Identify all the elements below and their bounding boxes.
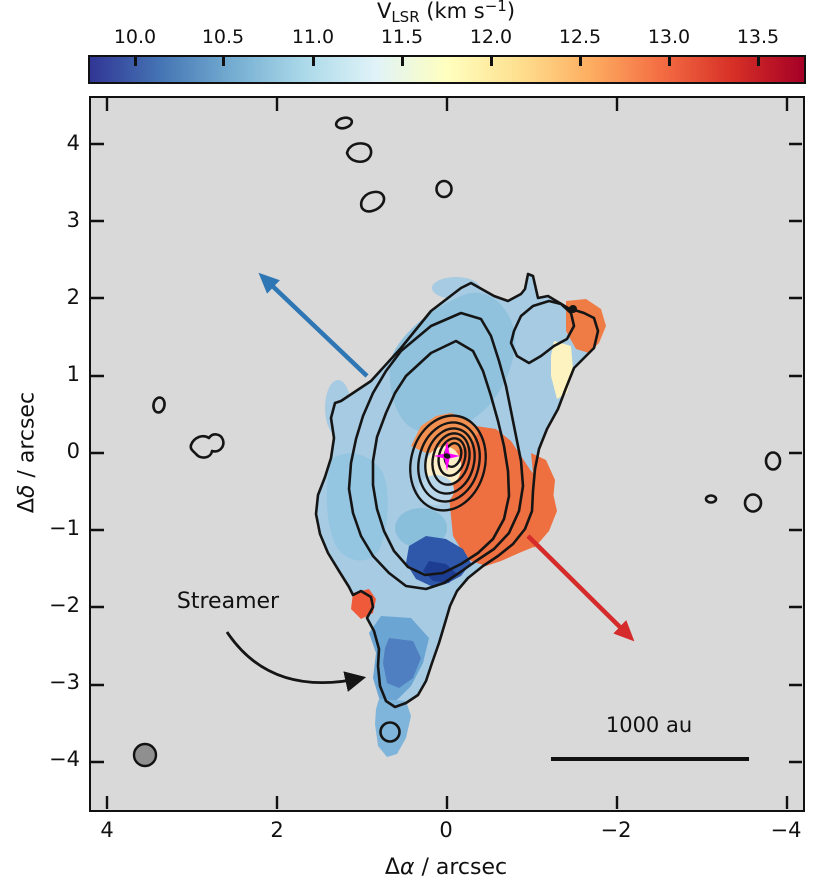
colorbar-tick-label: 11.5 (380, 26, 424, 48)
x-tick-label: 4 (100, 818, 114, 842)
x-tick-label: 0 (439, 818, 453, 842)
beam-ellipse (132, 742, 158, 768)
colorbar-tick (312, 57, 315, 66)
colorbar-title-sub: LSR (391, 8, 420, 26)
colorbar-tick-label: 13.5 (736, 26, 780, 48)
y-tick-label: 4 (66, 131, 80, 155)
x-axis-label: Δα / arcsec (385, 855, 507, 880)
colorbar-title-unit-open: (km s (419, 0, 485, 23)
blue-outflow-arrow (258, 272, 369, 378)
red-outflow-arrow (526, 534, 635, 642)
axis-ticks (91, 98, 802, 809)
colorbar-tick (134, 57, 137, 66)
colorbar-tick-label: 12.5 (558, 26, 602, 48)
y-tick-label: 3 (66, 208, 80, 232)
streamer-label: Streamer (176, 589, 280, 614)
x-tick-label: 2 (270, 818, 284, 842)
colorbar-title-var: V (376, 0, 392, 23)
y-tick-label: −4 (49, 747, 80, 771)
velocity-map (91, 98, 802, 809)
y-axis-label-symbol: δ (14, 484, 40, 499)
colorbar-tick-label: 12.0 (469, 26, 513, 48)
intensity-contours (152, 116, 782, 743)
colorbar-title-unit-close: ) (506, 0, 516, 23)
plot-area (89, 96, 805, 812)
y-tick-label: 1 (66, 362, 80, 386)
contour-dot (569, 305, 577, 313)
colorbar-tick (579, 57, 582, 66)
scalebar-label: 1000 au (605, 713, 693, 737)
center-contour-rings (409, 414, 487, 512)
colorbar-title: VLSR (km s−1) (377, 0, 515, 26)
colorbar-tick-label: 10.0 (113, 26, 157, 48)
y-tick-label: 2 (66, 285, 80, 309)
colorbar-tick (222, 57, 225, 66)
protostar-marker (434, 441, 460, 471)
colorbar-tick-label: 11.0 (291, 26, 335, 48)
colorbar-title-sup: −1 (484, 0, 507, 15)
y-axis-label-units: / arcsec (14, 391, 40, 485)
x-axis-label-symbol: α (399, 855, 415, 880)
colorbar-tick (401, 57, 404, 66)
x-axis-label-units: / arcsec (414, 855, 508, 880)
x-tick-label: −2 (600, 818, 632, 842)
y-tick-label: −2 (49, 593, 80, 617)
colorbar-tick (668, 57, 671, 66)
colorbar-tick (490, 57, 493, 66)
y-tick-label: 0 (66, 439, 80, 463)
streamer-arrow (225, 631, 367, 692)
x-tick-label: −4 (770, 818, 802, 842)
x-axis-label-delta: Δ (384, 855, 400, 880)
colorbar-tick-label: 13.0 (647, 26, 691, 48)
y-tick-label: −3 (49, 670, 80, 694)
colorbar-tick (757, 57, 760, 66)
colorbar-tick-label: 10.5 (201, 26, 245, 48)
y-tick-label: −1 (49, 516, 80, 540)
colorbar (88, 55, 806, 84)
y-axis-label-delta: Δ (14, 498, 40, 514)
y-axis-label: Δδ / arcsec (15, 388, 40, 518)
